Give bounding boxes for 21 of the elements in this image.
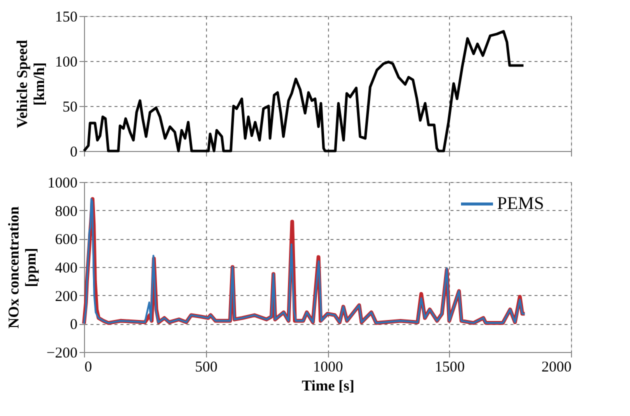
y-axis-title: Vehicle Speed [km/h] bbox=[15, 39, 48, 128]
y-tick-label: 150 bbox=[55, 10, 78, 26]
y-tick-label: 200 bbox=[55, 288, 78, 305]
y-tick-label: 50 bbox=[62, 100, 78, 116]
x-tick-label: 1500 bbox=[434, 360, 465, 376]
x-tick-label: 0 bbox=[84, 360, 92, 376]
x-tick-label: 2000 bbox=[542, 360, 572, 376]
y-tick-label: 600 bbox=[55, 232, 78, 248]
y-tick-label: 1000 bbox=[48, 176, 78, 192]
x-tick-label: 1000 bbox=[313, 360, 343, 376]
y-tick-label: 100 bbox=[55, 54, 78, 70]
x-tick-label: 500 bbox=[195, 360, 218, 376]
y-tick-label: 400 bbox=[55, 260, 78, 276]
x-axis-title: Time [s] bbox=[302, 378, 354, 394]
y-tick-label: 0 bbox=[70, 144, 78, 160]
y-tick-label: −200 bbox=[46, 346, 78, 362]
legend-label: PEMS bbox=[497, 193, 544, 213]
y-tick-label: 800 bbox=[55, 204, 78, 220]
line-series bbox=[82, 30, 525, 152]
y-axis-title: NOx concentration [ppm] bbox=[6, 206, 40, 329]
y-tick-label: 0 bbox=[70, 317, 78, 334]
